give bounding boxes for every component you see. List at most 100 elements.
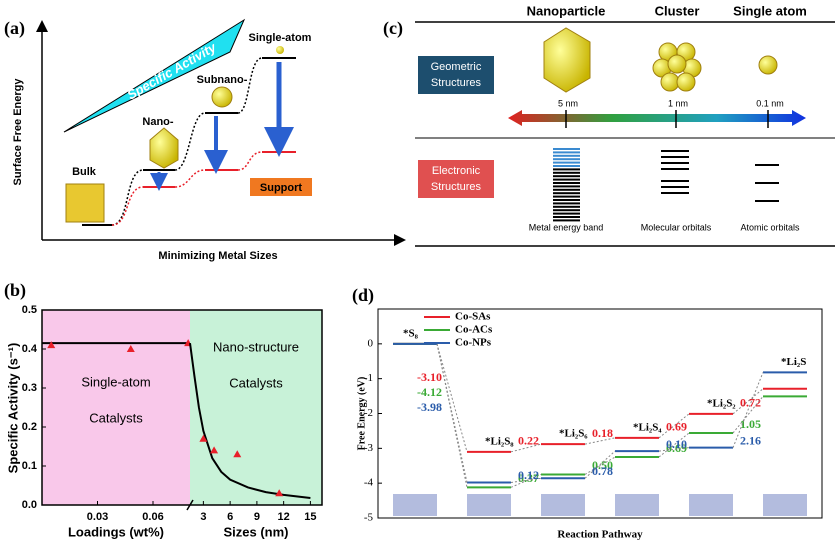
x-tick-label: 3 bbox=[200, 511, 206, 523]
region-label: Single-atom bbox=[81, 374, 150, 389]
orbital-line bbox=[661, 150, 689, 152]
x-tick-label: 0.03 bbox=[87, 511, 108, 523]
support-box bbox=[250, 178, 312, 196]
band-line bbox=[553, 158, 580, 161]
y-tick-label: -1 bbox=[364, 372, 373, 384]
delta-label: -3.10 bbox=[417, 370, 442, 384]
category-label: *Li₂S₄ bbox=[633, 421, 662, 433]
delta-label: 1.05 bbox=[740, 417, 761, 431]
row-header: Electronic bbox=[432, 165, 481, 177]
level-label: Bulk bbox=[72, 166, 97, 178]
orbital-label: Molecular orbitals bbox=[641, 222, 712, 232]
orbital-line bbox=[755, 182, 779, 184]
connector bbox=[510, 443, 542, 453]
plot-frame bbox=[377, 308, 823, 519]
scale-label: 0.1 nm bbox=[756, 98, 784, 108]
x-tick-label: 6 bbox=[227, 511, 233, 523]
axis-break bbox=[186, 499, 194, 511]
y-tick-label: 0 bbox=[368, 337, 374, 349]
data-point bbox=[233, 450, 242, 458]
delta-label: 0.69 bbox=[666, 441, 687, 455]
x-axis-label: Minimizing Metal Sizes bbox=[158, 250, 277, 262]
band-line bbox=[553, 212, 580, 215]
panel-label: (a) bbox=[4, 18, 25, 39]
y-tick-label: -3 bbox=[364, 442, 374, 454]
orbital-line bbox=[755, 164, 779, 166]
y-tick-label: 0.2 bbox=[22, 421, 37, 433]
level-label: Nano- bbox=[142, 116, 174, 128]
band-line bbox=[553, 148, 580, 150]
substrate bbox=[689, 494, 733, 516]
substrate bbox=[467, 494, 511, 516]
category-label: *Li₂S bbox=[781, 356, 806, 368]
category-label: *Li₂S₂ bbox=[707, 397, 736, 409]
orbital-line bbox=[661, 186, 689, 188]
energy-levels bbox=[82, 57, 296, 226]
orbital-line bbox=[661, 156, 689, 158]
y-axis-label: Specific Activity (s⁻¹) bbox=[5, 343, 20, 474]
band-line bbox=[553, 219, 580, 222]
row-header: Structures bbox=[431, 77, 482, 89]
orbital-label: Metal energy band bbox=[529, 222, 604, 232]
category-label: *S₈ bbox=[403, 327, 419, 339]
data-point bbox=[210, 446, 219, 454]
delta-label: -3.98 bbox=[417, 400, 442, 414]
panel-d: (d) -5 -4 -3 -2 -1 0 Free Energy (eV) Reaction P… bbox=[352, 285, 823, 541]
x-tick-label: 9 bbox=[254, 511, 260, 523]
y-axis-label: Free Energy (eV) bbox=[356, 377, 367, 451]
subnano-cluster bbox=[211, 86, 233, 108]
column-header: Cluster bbox=[655, 3, 700, 18]
connector bbox=[510, 473, 542, 488]
panel-c: (c) Nanoparticle Cluster Single atom Geo… bbox=[383, 3, 835, 247]
fit-line bbox=[189, 343, 311, 499]
atom bbox=[676, 72, 696, 92]
connector bbox=[584, 437, 616, 445]
connector bbox=[584, 456, 616, 475]
region bbox=[190, 310, 322, 505]
band-line bbox=[553, 205, 580, 208]
band-line bbox=[553, 151, 580, 154]
connector bbox=[732, 372, 764, 448]
orbital-line bbox=[661, 180, 689, 182]
plot-frame bbox=[41, 309, 323, 506]
x-tick-label: 0.06 bbox=[142, 511, 163, 523]
atom bbox=[667, 54, 687, 74]
x-axis-label: Reaction Pathway bbox=[557, 529, 643, 541]
substrate bbox=[763, 494, 807, 516]
connector bbox=[111, 151, 263, 226]
band-line bbox=[553, 175, 580, 178]
panel-label: (b) bbox=[4, 280, 26, 301]
y-tick-label: 0.1 bbox=[22, 460, 37, 472]
y-tick-label: 0.3 bbox=[22, 382, 37, 394]
data-point bbox=[275, 489, 284, 497]
level-label: Single-atom bbox=[249, 32, 312, 44]
band-line bbox=[553, 165, 580, 167]
data-point bbox=[47, 341, 56, 349]
band-line bbox=[553, 202, 580, 205]
connector bbox=[510, 477, 542, 483]
single-atom bbox=[758, 55, 778, 75]
column-header: Single atom bbox=[733, 3, 807, 18]
orbital-diagram bbox=[553, 148, 779, 222]
delta-label: 0.50 bbox=[592, 458, 613, 472]
cluster bbox=[652, 42, 702, 92]
orbital-line bbox=[661, 192, 689, 194]
y-tick-label: 0.5 bbox=[22, 304, 37, 316]
delta-label: 0.78 bbox=[592, 464, 613, 478]
support-label: Support bbox=[260, 182, 302, 194]
orbital-line bbox=[661, 162, 689, 164]
band-line bbox=[553, 182, 580, 184]
category-label: *Li₂S₈ bbox=[485, 435, 514, 447]
y-tick-label: 0.4 bbox=[22, 343, 38, 355]
connector bbox=[658, 432, 690, 458]
orbital-line bbox=[755, 200, 779, 202]
delta-label: 2.16 bbox=[740, 433, 761, 447]
y-tick-label: -2 bbox=[364, 407, 373, 419]
scale-label: 5 nm bbox=[558, 98, 578, 108]
delta-label: 0.18 bbox=[592, 426, 613, 440]
row-box bbox=[418, 56, 494, 94]
scale-arrow bbox=[508, 110, 806, 126]
band-line bbox=[553, 209, 580, 212]
row-header: Structures bbox=[431, 181, 482, 193]
